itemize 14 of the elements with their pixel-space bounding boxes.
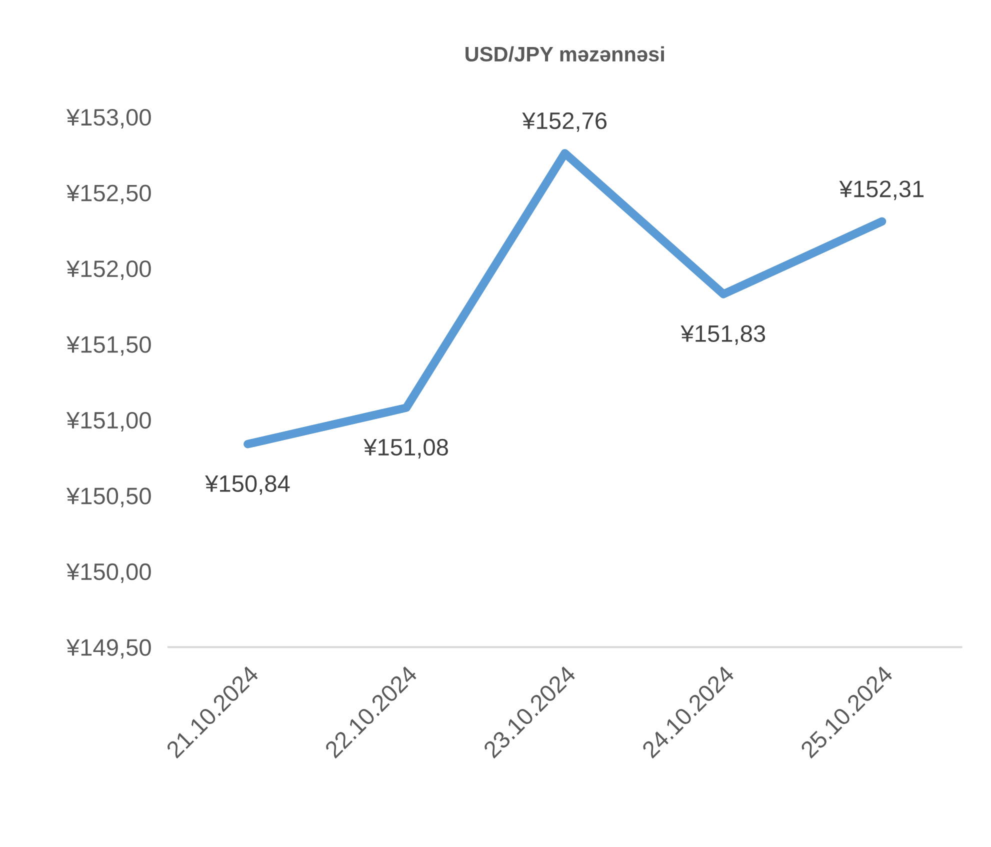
data-label: ¥151,83 xyxy=(680,325,766,345)
y-tick-label: ¥151,00 xyxy=(66,412,151,432)
y-tick-label: ¥153,00 xyxy=(66,108,151,128)
data-label: ¥151,08 xyxy=(364,438,448,458)
y-tick-label: ¥149,50 xyxy=(66,639,151,659)
chart-title: USD/JPY məzənnəsi xyxy=(466,46,664,62)
y-tick-label: ¥150,00 xyxy=(66,563,151,583)
data-label: ¥152,76 xyxy=(522,112,607,132)
y-tick-label: ¥152,00 xyxy=(66,260,151,280)
y-tick-label: ¥152,50 xyxy=(66,184,151,204)
y-tick-label: ¥150,50 xyxy=(66,488,151,508)
data-label: ¥152,31 xyxy=(839,180,924,200)
data-label: ¥150,84 xyxy=(205,475,290,495)
y-tick-label: ¥151,50 xyxy=(66,336,151,356)
